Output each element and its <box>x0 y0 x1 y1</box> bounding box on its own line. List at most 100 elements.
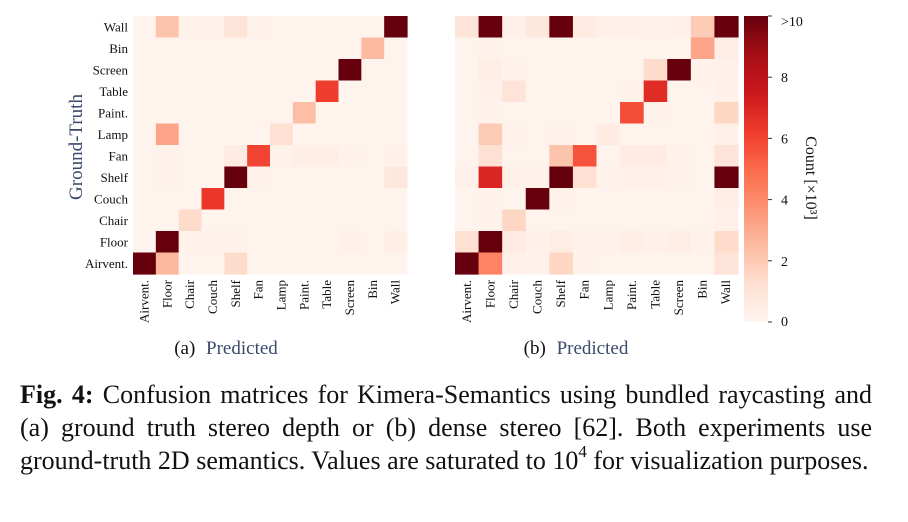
heatmap-cell <box>572 80 598 103</box>
heatmap-cell <box>270 123 294 146</box>
heatmap-cell <box>338 252 362 275</box>
heatmap-cell <box>620 209 645 232</box>
heatmap-cell <box>643 80 668 103</box>
heatmap-cell <box>643 231 668 254</box>
heatmap-cell <box>338 16 362 39</box>
heatmap-cell <box>292 231 317 254</box>
heatmap-cell <box>270 145 294 168</box>
heatmap-cell <box>714 59 739 82</box>
heatmap-cell <box>315 145 340 168</box>
heatmap-cell <box>549 59 574 82</box>
heatmap-cell <box>292 59 317 82</box>
heatmap-cell <box>714 123 739 146</box>
heatmap-cell <box>315 166 340 189</box>
heatmap-cell <box>270 209 294 232</box>
heatmap-cell <box>133 80 157 103</box>
heatmap-cell <box>478 145 503 168</box>
subplot-label-a: (a) Predicted <box>174 338 278 359</box>
heatmap-cell <box>361 123 385 146</box>
heatmap-cell <box>690 166 716 189</box>
x-tick-label: Screen <box>342 280 357 316</box>
heatmap-cell <box>478 166 503 189</box>
heatmap-cell <box>292 166 317 189</box>
heatmap-cell <box>361 231 385 254</box>
heatmap-cell <box>572 102 598 125</box>
heatmap-cell <box>224 166 248 189</box>
heatmap-cell <box>596 59 621 82</box>
heatmap-cell <box>572 37 598 60</box>
y-tick-label: Wall <box>104 19 129 34</box>
subplot-letter-b: (b) <box>524 338 546 359</box>
heatmap-cell <box>667 16 692 39</box>
heatmap-cell <box>620 80 645 103</box>
heatmap-cell <box>201 209 225 232</box>
heatmap-cell <box>133 188 157 211</box>
heatmap-cell <box>455 123 480 146</box>
heatmap-cell <box>667 80 692 103</box>
heatmap-cell <box>292 80 317 103</box>
y-tick-label: Bin <box>109 41 128 56</box>
heatmap-cell <box>224 188 248 211</box>
heatmap-cell <box>133 145 157 168</box>
heatmap-cell <box>667 209 692 232</box>
heatmap-cell <box>549 80 574 103</box>
heatmap-cell <box>361 37 385 60</box>
heatmap-cell <box>315 252 340 275</box>
x-tick-label: Table <box>647 280 662 309</box>
heatmap-cell <box>201 252 225 275</box>
heatmap-cell <box>502 188 527 211</box>
heatmap-cell <box>455 80 480 103</box>
heatmap-cell <box>155 16 180 39</box>
heatmap-cell <box>455 252 480 275</box>
x-axis-label-b: Predicted <box>557 338 629 359</box>
heatmap-cell <box>549 102 574 125</box>
heatmap-cell <box>178 145 203 168</box>
heatmap-cell <box>133 123 157 146</box>
heatmap-cell <box>338 59 362 82</box>
heatmap-cell <box>338 123 362 146</box>
heatmap-cell <box>292 252 317 275</box>
heatmap-cell <box>667 37 692 60</box>
heatmap-cell <box>224 16 248 39</box>
heatmap-cell <box>478 16 503 39</box>
heatmap-cell <box>690 16 716 39</box>
heatmap-cell <box>549 231 574 254</box>
heatmap-cell <box>178 102 203 125</box>
heatmap-cell <box>620 16 645 39</box>
heatmap-cell <box>478 37 503 60</box>
heatmap-cell <box>155 145 180 168</box>
heatmap-cell <box>455 145 480 168</box>
heatmap-cell <box>478 102 503 125</box>
heatmap-cell <box>315 59 340 82</box>
x-tick-label: Shelf <box>228 279 243 307</box>
heatmap-cell <box>643 145 668 168</box>
heatmap-cell <box>338 102 362 125</box>
heatmap-cell <box>455 209 480 232</box>
heatmap-cell <box>201 145 225 168</box>
heatmap-cell <box>596 123 621 146</box>
heatmap-cell <box>690 37 716 60</box>
heatmap-cell <box>315 16 340 39</box>
heatmap-cell <box>549 166 574 189</box>
heatmap-cell <box>502 145 527 168</box>
heatmap-cell <box>667 102 692 125</box>
heatmap-cell <box>572 59 598 82</box>
colorbar-tick-label: 8 <box>781 71 788 86</box>
heatmap-cell <box>178 37 203 60</box>
heatmap-cell <box>690 80 716 103</box>
heatmap-cell <box>643 16 668 39</box>
heatmap-cell <box>384 188 408 211</box>
heatmap-cell <box>714 102 739 125</box>
x-tick-label: Paint. <box>624 280 639 310</box>
heatmap-cell <box>502 252 527 275</box>
colorbar-gradient <box>744 16 768 322</box>
heatmap-cell <box>178 16 203 39</box>
heatmap-cell <box>549 123 574 146</box>
heatmap-cell <box>714 80 739 103</box>
confusion-matrix-a: Wall Bin Screen Table Paint. Lamp Fan Shelf Couc… <box>85 16 408 323</box>
heatmap-cell <box>384 123 408 146</box>
heatmap-cell <box>502 209 527 232</box>
heatmap-cell <box>478 80 503 103</box>
heatmap-cell <box>620 188 645 211</box>
x-tick-label: Wall <box>718 280 733 305</box>
